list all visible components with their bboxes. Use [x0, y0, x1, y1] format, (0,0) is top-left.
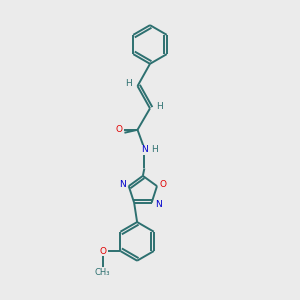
Text: O: O	[99, 247, 106, 256]
Text: N: N	[155, 200, 161, 209]
Text: O: O	[116, 125, 123, 134]
Text: H: H	[124, 79, 131, 88]
Text: N: N	[141, 146, 148, 154]
Text: H: H	[156, 101, 163, 110]
Text: H: H	[151, 146, 158, 154]
Text: CH₃: CH₃	[95, 268, 110, 277]
Text: O: O	[159, 180, 167, 189]
Text: N: N	[119, 180, 126, 189]
